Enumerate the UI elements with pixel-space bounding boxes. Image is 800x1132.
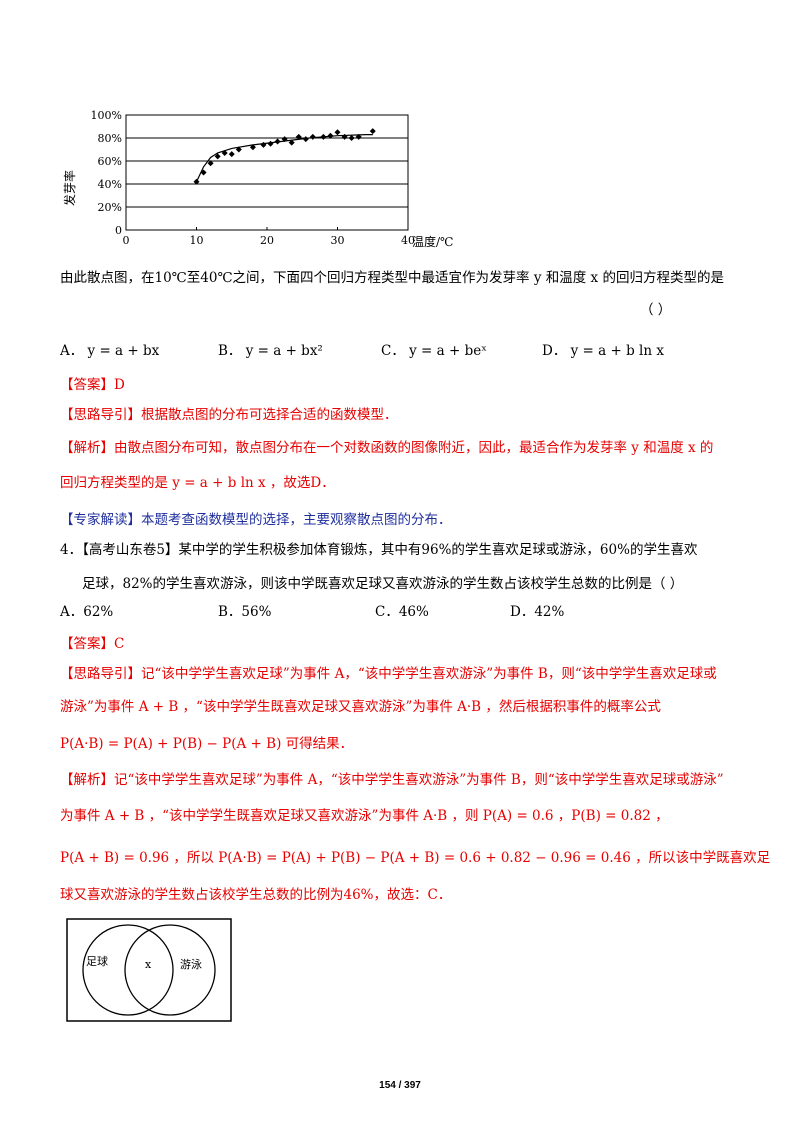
- q4-analysis-line4: 球又喜欢游泳的学生数占该校学生总数的比例为46%，故选：C．: [60, 887, 452, 903]
- data-point: [207, 160, 214, 167]
- data-point: [334, 129, 341, 136]
- data-point: [341, 133, 348, 140]
- y-tick-label: 80%: [98, 132, 122, 145]
- q3-option-d: D． y = a + b ln x: [542, 343, 664, 359]
- scatter-chart: 0 20% 40% 60% 80% 100% 0 10 20 30 40 发芽率 温度/℃: [62, 109, 453, 249]
- venn-circle-football: [82, 924, 174, 1016]
- q3-answer: 【答案】D: [60, 377, 125, 393]
- q3-paren: （ ）: [640, 302, 672, 318]
- q4-answer: 【答案】C: [60, 636, 125, 652]
- y-tick-label: 0: [115, 224, 122, 237]
- data-point: [249, 144, 256, 151]
- q3-option-b: B． y = a + bx²: [218, 343, 323, 359]
- data-point: [320, 133, 327, 140]
- data-point: [221, 149, 228, 156]
- venn-diagram: 足球 x 游泳: [66, 918, 232, 1022]
- q3-option-a: A． y = a + bx: [60, 343, 160, 359]
- x-tick-label: 40: [401, 234, 415, 247]
- data-point: [235, 146, 242, 153]
- data-point: [327, 132, 334, 139]
- data-point: [274, 138, 281, 145]
- plot-frame: [125, 114, 409, 231]
- data-point: [295, 133, 302, 140]
- data-point: [369, 128, 376, 135]
- q4-analysis-line1: 【解析】记“该中学学生喜欢足球”为事件 A，“该中学学生喜欢游泳”为事件 B，则…: [60, 772, 724, 788]
- data-point: [302, 136, 309, 143]
- y-tick-label: 40%: [98, 178, 122, 191]
- y-axis-label: 发芽率: [62, 170, 77, 206]
- data-point: [355, 133, 362, 140]
- y-tick-label: 20%: [98, 201, 122, 214]
- venn-label-swimming: 游泳: [180, 957, 202, 971]
- q3-expert-note: 【专家解读】本题考查函数模型的选择，主要观察散点图的分布．: [60, 512, 452, 528]
- q4-stem-line1: 4．【高考山东卷5】某中学的学生积极参加体育锻炼，其中有96%的学生喜欢足球或游…: [60, 542, 698, 558]
- x-tick-label: 30: [331, 234, 345, 247]
- q4-option-c: C．46%: [375, 604, 429, 620]
- data-point: [200, 169, 207, 176]
- x-tick-label: 0: [123, 234, 130, 247]
- q4-option-d: D．42%: [510, 604, 565, 620]
- venn-label-overlap: x: [145, 958, 152, 971]
- q4-analysis-line2: 为事件 A + B ，“该中学学生既喜欢足球又喜欢游泳”为事件 A·B ，则 P…: [60, 808, 669, 824]
- q4-option-b: B．56%: [218, 604, 272, 620]
- x-axis-label: 温度/℃: [412, 234, 453, 249]
- q3-analysis-line2: 回归方程类型的是 y = a + b ln x ，故选D．: [60, 475, 335, 491]
- x-tick-label: 10: [190, 234, 204, 247]
- q4-analysis-line3: P(A + B) = 0.96 ，所以 P(A·B) = P(A) + P(B)…: [60, 850, 771, 866]
- data-point: [288, 139, 295, 146]
- data-point: [228, 151, 235, 158]
- page-number: 154 / 397: [379, 1080, 421, 1091]
- q4-option-a: A．62%: [60, 604, 114, 620]
- q4-stem-line2: 足球，82%的学生喜欢游泳，则该中学既喜欢足球又喜欢游泳的学生数占该校学生总数的…: [82, 576, 684, 592]
- data-point: [348, 135, 355, 141]
- data-point: [309, 133, 316, 140]
- q3-guide: 【思路导引】根据散点图的分布可选择合适的函数模型．: [60, 407, 398, 423]
- venn-label-football: 足球: [86, 954, 108, 968]
- x-tick-label: 20: [260, 234, 274, 247]
- q3-stem: 由此散点图，在10℃至40℃之间，下面四个回归方程类型中最适宜作为发芽率 y 和…: [60, 270, 724, 286]
- data-point: [267, 140, 274, 147]
- q4-guide-line1: 【思路导引】记“该中学学生喜欢足球”为事件 A，“该中学学生喜欢游泳”为事件 B…: [60, 666, 717, 682]
- q4-guide-line2: 游泳”为事件 A + B ，“该中学学生既喜欢足球又喜欢游泳”为事件 A·B ，…: [60, 699, 661, 715]
- y-tick-label: 100%: [91, 109, 122, 122]
- data-point: [214, 153, 221, 160]
- y-tick-label: 60%: [98, 155, 122, 168]
- q3-option-c: C． y = a + beˣ: [381, 343, 487, 359]
- data-point: [193, 178, 200, 185]
- q3-analysis-line1: 【解析】由散点图分布可知，散点图分布在一个对数函数的图像附近，因此，最适合作为发…: [60, 440, 714, 456]
- venn-circle-swimming: [124, 924, 216, 1016]
- data-point: [281, 136, 288, 143]
- data-point: [260, 141, 267, 148]
- q4-guide-line3: P(A·B) = P(A) + P(B) − P(A + B) 可得结果．: [60, 736, 354, 752]
